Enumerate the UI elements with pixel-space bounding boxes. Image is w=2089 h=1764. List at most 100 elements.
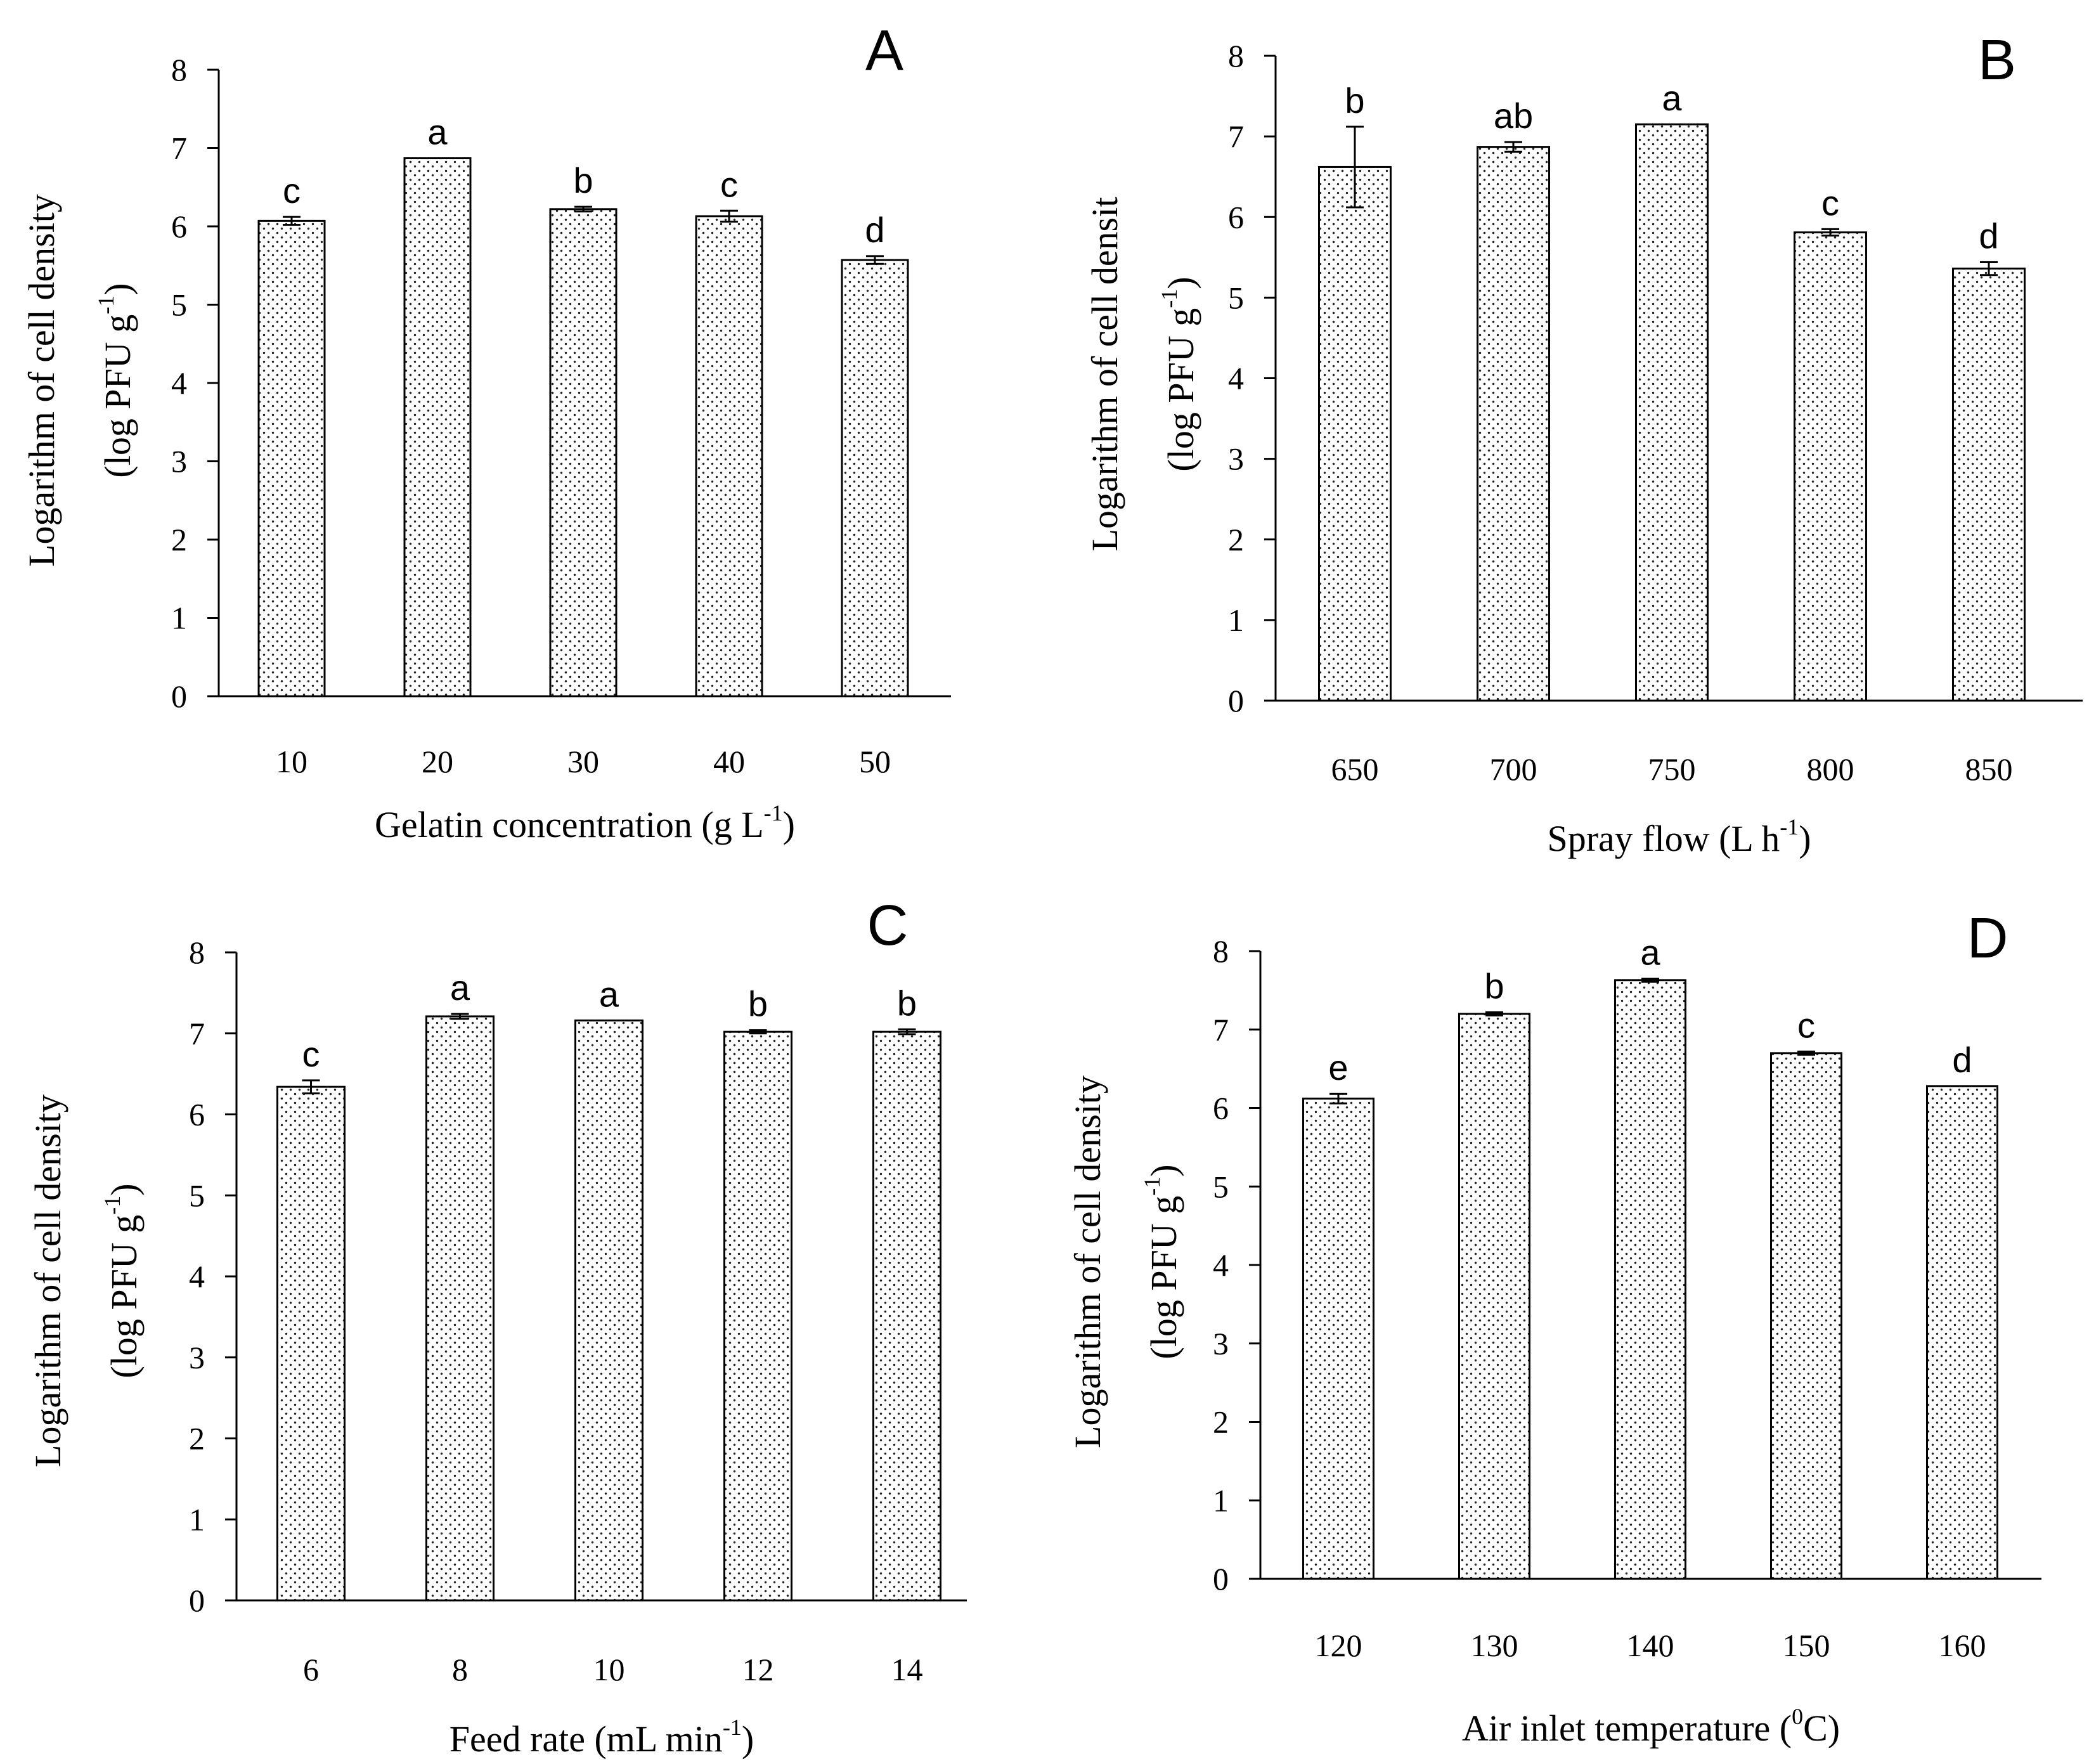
panel-a-significance-label: a <box>427 112 448 152</box>
panel-b-significance-label: d <box>1979 216 1998 256</box>
panel-c-ytick-label: 8 <box>189 935 205 970</box>
panel-c-xtick-label: 6 <box>303 1652 319 1687</box>
panel-b-bar <box>1635 123 1709 702</box>
panel-d-ytick-label: 5 <box>1213 1169 1229 1204</box>
panel-d-bar <box>1302 1098 1374 1580</box>
panel-b-ytick-label: 0 <box>1228 683 1244 718</box>
panel-c-bar <box>276 1086 346 1602</box>
panel-a-significance-label: d <box>865 210 884 250</box>
panel-d-xtick-label: 140 <box>1627 1628 1674 1663</box>
panel-d-significance-label: b <box>1484 966 1504 1006</box>
panel-a-ytick-label: 3 <box>171 444 187 479</box>
panel-c-bar <box>574 1019 644 1602</box>
panel-c-y-axis-title: Logarithm of cell density <box>27 1094 68 1467</box>
panel-a-ytick-label: 7 <box>171 131 187 166</box>
panel-a-xtick-label: 10 <box>276 744 307 779</box>
panel-d-xtick-label: 150 <box>1783 1628 1830 1663</box>
panel-a-y-axis-title: Logarithm of cell density <box>21 194 62 567</box>
panel-c-ytick-label: 1 <box>189 1501 205 1537</box>
panel-c-ytick-label: 5 <box>189 1177 205 1213</box>
panel-b-y-axis-unit: (log PFU g-1) <box>1156 276 1201 471</box>
panel-b-y-axis-title: Logarithm of cell densit <box>1084 197 1125 552</box>
panel-c-xtick-label: 14 <box>891 1652 923 1687</box>
panel-c-xtick-label: 10 <box>593 1652 625 1687</box>
panel-c-significance-label: b <box>748 984 768 1024</box>
panel-a-x-axis-title: Gelatin concentration (g L-1) <box>375 800 795 845</box>
panel-d-ytick-label: 2 <box>1213 1404 1229 1440</box>
panel-c-bar <box>723 1030 792 1602</box>
panel-b-ytick-label: 3 <box>1228 441 1244 477</box>
panel-a-bar <box>403 157 472 697</box>
panel-c-ytick-label: 6 <box>189 1097 205 1132</box>
panel-d-ytick-label: 7 <box>1213 1012 1229 1047</box>
panel-d-significance-label: a <box>1640 932 1660 972</box>
panel-a-bar <box>257 219 326 697</box>
panel-c-ytick-label: 2 <box>189 1421 205 1456</box>
panel-b-xtick-label: 650 <box>1331 751 1379 787</box>
panel-a-significance-label: b <box>573 160 593 200</box>
panel-d-ytick-label: 6 <box>1213 1091 1229 1126</box>
panel-b-significance-label: a <box>1662 78 1682 118</box>
panel-b-ytick-label: 4 <box>1228 361 1244 396</box>
panel-b-xtick-label: 850 <box>1965 751 2013 787</box>
panel-a-ytick-label: 1 <box>171 600 187 636</box>
panel-d-ytick-label: 1 <box>1213 1482 1229 1518</box>
panel-a-ytick-label: 5 <box>171 287 187 323</box>
panel-d-bar <box>1770 1052 1842 1580</box>
panel-b-ytick-label: 2 <box>1228 522 1244 557</box>
panel-c-ytick-label: 0 <box>189 1583 205 1618</box>
panel-b-xtick-label: 700 <box>1490 751 1537 787</box>
panel-a-xtick-label: 40 <box>713 744 745 779</box>
panel-d-x-axis-title: Air inlet temperature (0C) <box>1462 1704 1840 1749</box>
panel-d-ytick-label: 8 <box>1213 933 1229 969</box>
panel-b-bar <box>1952 268 2026 702</box>
panel-b-x-axis-title: Spray flow (L h-1) <box>1547 814 1811 859</box>
panel-b-significance-label: c <box>1821 183 1839 223</box>
panel-a-ytick-label: 0 <box>171 678 187 714</box>
panel-c-ytick-label: 3 <box>189 1340 205 1375</box>
panel-d-bar <box>1614 979 1686 1580</box>
panel-c-xtick-label: 12 <box>742 1652 774 1687</box>
panel-b-bar <box>1794 231 1867 702</box>
panel-b-bar <box>1318 165 1392 702</box>
panel-d-letter: D <box>1967 907 2008 970</box>
panel-b-letter: B <box>1978 29 2016 92</box>
panel-d-xtick-label: 130 <box>1471 1628 1518 1663</box>
panel-b-ytick-label: 1 <box>1228 602 1244 638</box>
panel-d-significance-label: c <box>1797 1005 1815 1045</box>
panel-d-significance-label: d <box>1952 1040 1972 1080</box>
panel-a-significance-label: c <box>283 171 301 211</box>
panel-a-xtick-label: 20 <box>422 744 453 779</box>
panel-c-bar <box>425 1015 495 1602</box>
panel-c-ytick-label: 4 <box>189 1259 205 1294</box>
panel-b-xtick-label: 750 <box>1648 751 1696 787</box>
panel-c-xtick-label: 8 <box>452 1652 468 1687</box>
panel-b-significance-label: ab <box>1494 96 1533 136</box>
panel-a-letter: A <box>865 19 903 82</box>
panel-a-ytick-label: 4 <box>171 365 187 401</box>
panel-c-significance-label: b <box>897 983 917 1023</box>
panel-a-bar <box>695 215 763 697</box>
panel-b-xtick-label: 800 <box>1807 751 1854 787</box>
panel-d-bar <box>1926 1085 1998 1580</box>
panel-a-significance-label: c <box>720 164 738 204</box>
panel-d-xtick-label: 160 <box>1939 1628 1986 1663</box>
panel-a-ytick-label: 8 <box>171 52 187 88</box>
panel-d-ytick-label: 0 <box>1213 1561 1229 1597</box>
panel-c-x-axis-title: Feed rate (mL min-1) <box>449 1715 754 1760</box>
panel-b-ytick-label: 6 <box>1228 199 1244 235</box>
panel-a-ytick-label: 6 <box>171 209 187 244</box>
panel-a-ytick-label: 2 <box>171 522 187 557</box>
panel-a-bar <box>841 259 909 697</box>
panel-a-bar <box>549 208 618 697</box>
panel-b-bar <box>1477 146 1550 702</box>
panel-c-significance-label: c <box>302 1034 320 1074</box>
panel-c-y-axis-unit: (log PFU g-1) <box>100 1183 145 1378</box>
panel-d-xtick-label: 120 <box>1315 1628 1362 1663</box>
panel-b-ytick-label: 8 <box>1228 38 1244 74</box>
panel-b-significance-label: b <box>1345 81 1364 120</box>
panel-c-ytick-label: 7 <box>189 1016 205 1051</box>
panel-c-letter: C <box>867 894 909 957</box>
panel-a-y-axis-unit: (log PFU g-1) <box>93 283 138 477</box>
